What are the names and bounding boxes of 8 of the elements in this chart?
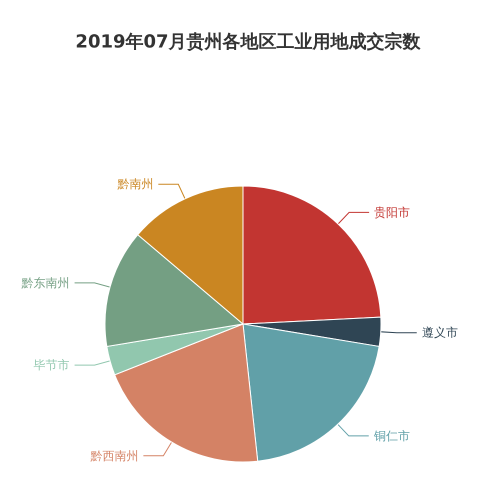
- slice-label: 黔东南州: [20, 276, 70, 290]
- slice-label: 毕节市: [34, 358, 70, 372]
- slice-label: 黔西南州: [89, 448, 138, 463]
- slice-label: 遵义市: [422, 326, 458, 340]
- slice-label: 黔南州: [116, 177, 154, 192]
- slice-label: 铜仁市: [372, 428, 410, 443]
- slice-label: 贵阳市: [374, 205, 410, 220]
- chart-title: 2019年07月贵州各地区工业用地成交宗数: [75, 32, 422, 52]
